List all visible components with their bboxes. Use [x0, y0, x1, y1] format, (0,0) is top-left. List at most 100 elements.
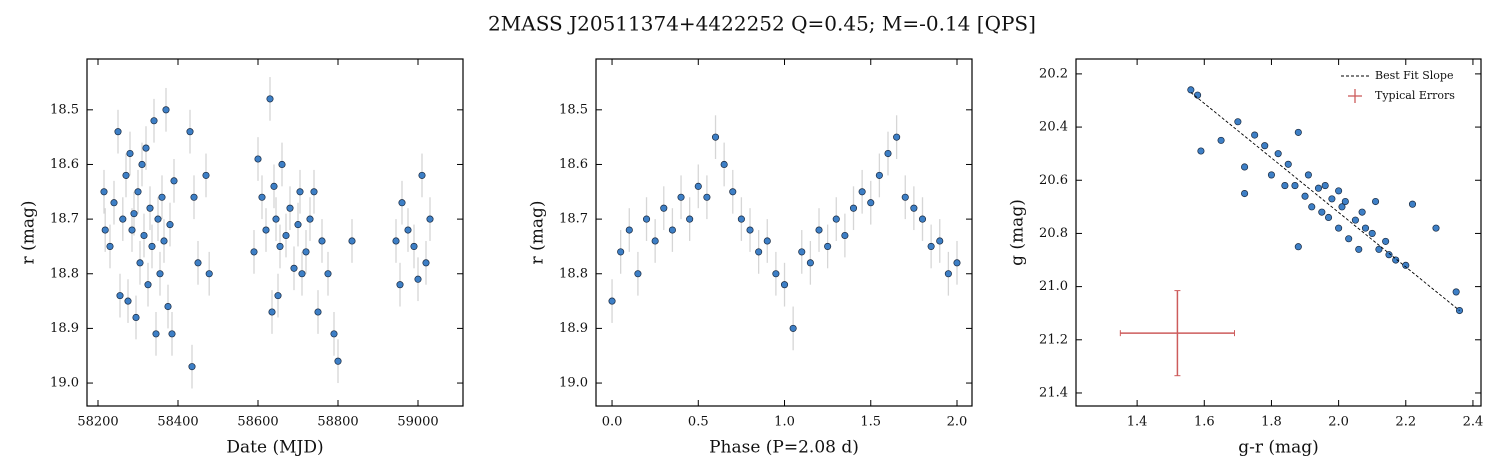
- data-point: [156, 270, 164, 278]
- data-point: [114, 128, 122, 136]
- data-point: [1408, 200, 1417, 208]
- data-point: [1314, 184, 1323, 192]
- data-point: [806, 259, 814, 267]
- data-point: [780, 281, 789, 289]
- x-tick-label: 1.8: [1261, 415, 1282, 430]
- data-point: [258, 193, 266, 201]
- data-point: [1194, 91, 1202, 99]
- data-point: [824, 242, 832, 250]
- data-point: [755, 248, 763, 256]
- data-point: [276, 242, 284, 250]
- data-point: [1372, 197, 1380, 206]
- y-tick-label: 18.7: [50, 212, 79, 227]
- fit-line: [1190, 92, 1460, 311]
- y-tick-label: 20.6: [1039, 173, 1068, 188]
- data-point: [1368, 229, 1376, 237]
- x-tick-label: 58800: [317, 415, 358, 430]
- data-point: [100, 188, 108, 196]
- data-point: [1324, 213, 1333, 222]
- data-point: [1187, 86, 1195, 94]
- data-point: [789, 324, 797, 332]
- data-point: [677, 193, 685, 201]
- data-point: [901, 193, 909, 201]
- data-point: [262, 226, 270, 234]
- y-tick-label: 18.6: [50, 157, 79, 172]
- data-point: [128, 226, 136, 234]
- x-tick-label: 1.0: [774, 415, 795, 430]
- data-point: [927, 242, 935, 250]
- data-point: [302, 248, 310, 256]
- data-point: [1304, 171, 1312, 179]
- data-point: [330, 330, 338, 338]
- data-point: [858, 188, 866, 196]
- data-point: [205, 270, 213, 278]
- data-point: [348, 237, 356, 245]
- data-point: [686, 215, 694, 223]
- data-point: [306, 215, 314, 223]
- data-point: [651, 237, 659, 245]
- data-point: [1385, 251, 1393, 259]
- data-point: [798, 248, 806, 256]
- data-point: [729, 188, 737, 196]
- data-point: [1382, 237, 1390, 245]
- data-point: [186, 128, 194, 136]
- data-point: [936, 237, 944, 245]
- data-point: [414, 275, 422, 283]
- data-point: [119, 215, 127, 223]
- plot-frame: [595, 58, 973, 407]
- data-point: [1234, 118, 1242, 126]
- y-tick-label: 18.7: [559, 212, 588, 227]
- data-point: [134, 188, 142, 196]
- x-tick-label: 0.5: [688, 415, 709, 430]
- data-point: [282, 231, 290, 240]
- data-point: [194, 259, 202, 267]
- data-point: [426, 215, 434, 223]
- data-point: [1294, 128, 1302, 136]
- data-point: [1341, 197, 1349, 206]
- data-point: [1355, 245, 1363, 253]
- data-point: [660, 204, 668, 212]
- data-point: [1335, 224, 1343, 232]
- data-point: [122, 171, 130, 179]
- data-point: [1261, 142, 1269, 150]
- data-point: [418, 171, 426, 179]
- x-axis-label: Date (MJD): [226, 438, 323, 458]
- data-point: [126, 149, 134, 158]
- data-point: [138, 160, 146, 169]
- data-point: [278, 160, 286, 169]
- x-tick-label: 1.6: [1194, 415, 1215, 430]
- data-point: [132, 313, 140, 322]
- data-point: [101, 226, 109, 234]
- data-point: [404, 226, 412, 234]
- data-point: [142, 144, 150, 152]
- y-tick-label: 21.4: [1039, 385, 1068, 400]
- data-point: [272, 215, 280, 223]
- data-point: [918, 215, 927, 223]
- data-point: [170, 177, 178, 185]
- data-point: [642, 215, 651, 223]
- data-point: [324, 270, 332, 278]
- data-point: [286, 204, 294, 212]
- x-tick-label: 59000: [397, 415, 438, 430]
- x-tick-label: 2.2: [1395, 415, 1416, 430]
- data-point: [875, 171, 883, 179]
- data-point: [158, 193, 166, 201]
- y-tick-label: 20.4: [1039, 120, 1068, 135]
- data-point: [154, 215, 162, 223]
- data-point: [772, 270, 780, 278]
- data-point: [310, 188, 318, 196]
- data-point: [867, 199, 875, 207]
- data-point: [164, 302, 172, 311]
- data-point: [318, 237, 326, 245]
- data-point: [703, 193, 711, 201]
- x-tick-label: 2.0: [1328, 415, 1349, 430]
- data-point: [290, 264, 298, 272]
- data-point: [617, 248, 625, 256]
- data-point: [130, 210, 138, 218]
- data-point: [166, 221, 174, 229]
- data-point: [815, 226, 823, 234]
- y-tick-label: 19.0: [50, 376, 79, 391]
- data-point: [188, 363, 196, 371]
- data-point: [1301, 192, 1309, 200]
